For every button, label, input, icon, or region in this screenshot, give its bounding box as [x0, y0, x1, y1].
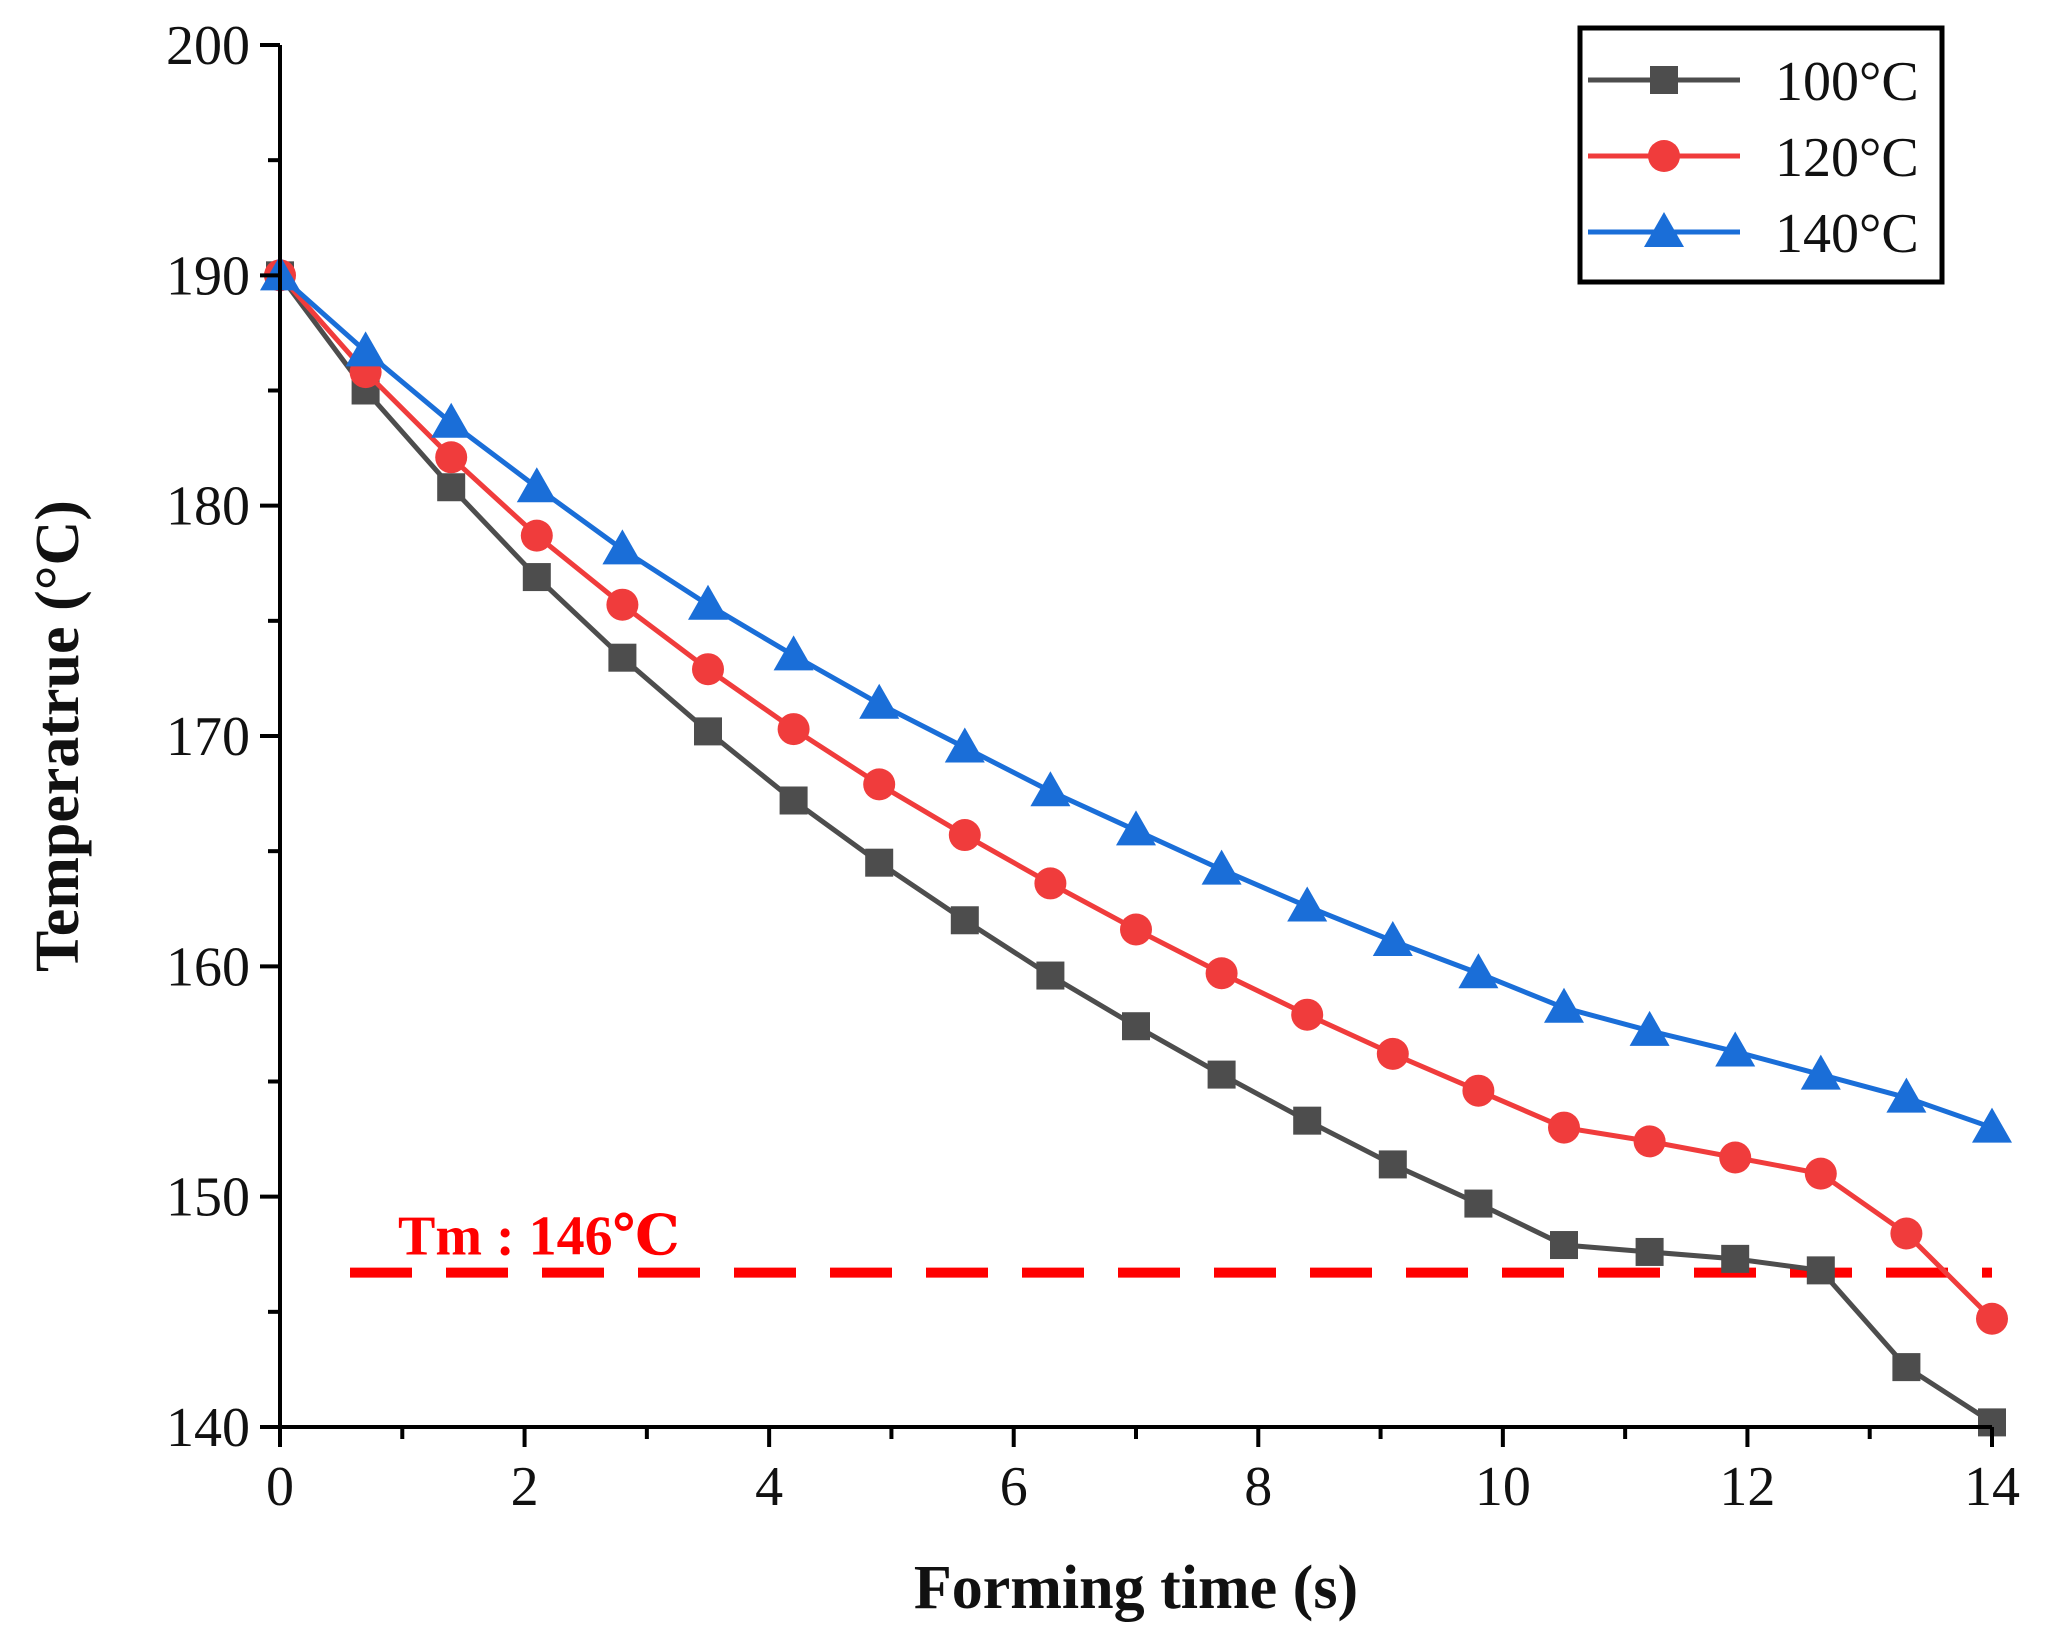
data-point [1462, 1074, 1495, 1107]
reference-line-label: Tm : 146℃ [398, 1206, 680, 1268]
data-point [1372, 920, 1413, 956]
data-point [516, 467, 557, 503]
y-tick-label: 150 [166, 1167, 250, 1229]
data-point [1036, 961, 1065, 990]
y-tick-label: 200 [166, 15, 250, 77]
legend-label: 100°C [1775, 51, 1919, 113]
data-point [1892, 1353, 1921, 1382]
data-point [1550, 1231, 1578, 1260]
data-point [602, 529, 643, 565]
data-point [1715, 1031, 1756, 1067]
data-point [1376, 1037, 1409, 1070]
data-point [1886, 1077, 1927, 1113]
x-tick-label: 10 [1475, 1456, 1531, 1518]
data-point [1719, 1141, 1752, 1174]
x-tick-label: 4 [755, 1456, 783, 1518]
data-point [520, 519, 553, 552]
legend: 100°C 120°C 140°C [1577, 25, 1945, 285]
data-point [1721, 1244, 1750, 1273]
data-point [1629, 1010, 1670, 1046]
x-tick-label: 0 [266, 1456, 294, 1518]
data-point [608, 643, 637, 672]
data-point [859, 683, 900, 719]
data-point [1034, 867, 1067, 900]
data-point [437, 473, 466, 502]
data-point [606, 588, 639, 621]
y-axis-title: Temperatrue (°C) [24, 500, 92, 972]
x-axis-title: Forming time (s) [914, 1554, 1358, 1622]
data-point [1378, 1150, 1407, 1179]
data-point [1804, 1157, 1837, 1190]
data-point [1207, 1060, 1236, 1089]
data-point [1293, 1106, 1322, 1135]
series-line [278, 273, 1993, 1130]
y-tick-label: 170 [166, 706, 250, 768]
data-point [1976, 1302, 2008, 1335]
legend-marker [1650, 66, 1678, 94]
data-point [1800, 1054, 1841, 1090]
axes-layer: 140 150 160 170 180 190 200 0 2 4 6 8 10 12 14 [166, 15, 2020, 1518]
data-point [773, 635, 814, 671]
data-point [522, 563, 551, 592]
data-point [1458, 953, 1499, 989]
data-point [1120, 913, 1152, 946]
x-tick-label: 14 [1964, 1456, 2020, 1518]
data-point [944, 727, 985, 763]
data-point [1548, 1111, 1580, 1144]
y-tick-label: 140 [166, 1397, 250, 1459]
data-point [692, 653, 724, 686]
data-point [1205, 957, 1238, 990]
data-point [863, 768, 896, 801]
data-point [950, 906, 979, 935]
data-point [1030, 771, 1071, 807]
y-tick-label: 160 [166, 936, 250, 998]
data-point [1116, 810, 1156, 846]
data-point [1287, 886, 1328, 922]
data-point [948, 819, 981, 852]
data-point [1890, 1217, 1923, 1250]
data-point [1633, 1125, 1666, 1158]
series-2 [260, 255, 2012, 1143]
data-point [779, 786, 808, 815]
data-point [1806, 1256, 1835, 1285]
y-tick-label: 190 [166, 245, 250, 307]
data-point [865, 848, 894, 877]
series-0 [266, 261, 2006, 1437]
data-point [777, 713, 810, 746]
data-point [1635, 1237, 1664, 1266]
series-1 [264, 259, 2008, 1335]
data-point [694, 717, 722, 746]
data-point [1201, 849, 1242, 885]
data-point [435, 441, 468, 474]
data-point [1972, 1107, 2012, 1143]
legend-marker [1648, 140, 1680, 172]
data-point [1464, 1189, 1493, 1218]
x-tick-label: 8 [1244, 1456, 1272, 1518]
legend-marker [1644, 212, 1684, 247]
data-point [1544, 987, 1584, 1023]
legend-label: 140°C [1775, 203, 1919, 265]
data-point [1291, 998, 1324, 1031]
y-tick-label: 180 [166, 476, 250, 538]
series-layer [260, 255, 2012, 1437]
data-point [688, 584, 728, 620]
data-point [1122, 1012, 1150, 1041]
x-tick-label: 12 [1719, 1456, 1775, 1518]
x-tick-label: 6 [1000, 1456, 1028, 1518]
data-point [345, 331, 386, 367]
legend-label: 120°C [1775, 127, 1919, 189]
x-tick-label: 2 [511, 1456, 539, 1518]
data-point [431, 402, 472, 438]
axis-titles: Forming time (s) Temperatrue (°C) Tm : 1… [24, 500, 1358, 1622]
